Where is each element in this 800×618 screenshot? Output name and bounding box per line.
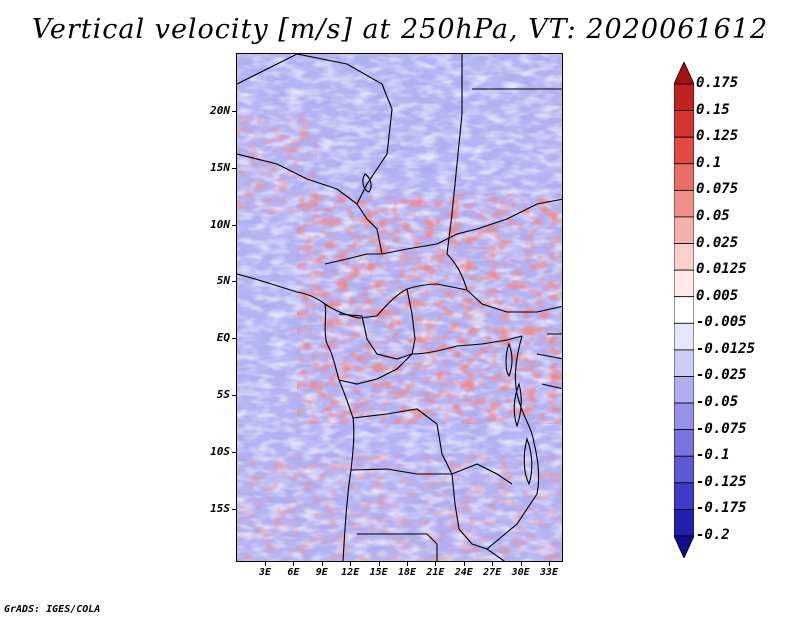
longitude-label: 33E <box>539 567 559 578</box>
colorbar-swatch <box>674 322 694 351</box>
latitude-label: 5S <box>216 388 230 401</box>
longitude-tick <box>407 562 408 566</box>
colorbar-swatch <box>674 376 694 404</box>
longitude-tick <box>378 562 380 566</box>
colorbar-swatch <box>674 402 694 431</box>
longitude-tick <box>435 562 437 566</box>
longitude-tick <box>492 562 494 566</box>
colorbar-swatch <box>674 429 694 457</box>
colorbar-lower-extension <box>674 535 694 558</box>
colorbar-label: 0.175 <box>696 75 739 91</box>
latitude-label: 10S <box>210 444 230 458</box>
latitude-label: 15N <box>210 160 230 174</box>
longitude-label: 15E <box>369 567 388 578</box>
colorbar-swatch <box>674 349 694 377</box>
colorbar-swatch <box>674 509 694 537</box>
longitude-label: 27E <box>483 567 502 578</box>
vertical-velocity-field <box>237 54 562 561</box>
longitude-label: 6E <box>287 567 300 578</box>
colorbar-swatch <box>674 455 694 484</box>
longitude-label: 21E <box>426 567 445 578</box>
longitude-label: 3E <box>258 567 272 578</box>
colorbar-label: -0.125 <box>696 473 747 490</box>
colorbar-upper-extension <box>674 62 694 85</box>
longitude-label: 9E <box>315 567 328 578</box>
colorbar-swatch <box>674 136 694 165</box>
longitude-label: 18E <box>397 567 417 578</box>
grads-credit: GrADS: IGES/COLA <box>4 604 101 615</box>
latitude-tick <box>232 508 236 510</box>
longitude-label: 12E <box>341 567 360 578</box>
colorbar-label: -0.2 <box>696 527 730 543</box>
colorbar-label: -0.025 <box>696 367 747 384</box>
latitude-label: 20N <box>210 104 230 117</box>
colorbar-swatch <box>674 110 694 138</box>
longitude-tick <box>293 562 295 566</box>
colorbar-swatch <box>674 296 694 324</box>
plot-title: Vertical velocity [m/s] at 250hPa, VT: 2… <box>31 14 769 45</box>
latitude-tick <box>232 395 236 396</box>
longitude-tick <box>350 562 352 566</box>
latitude-tick <box>232 224 236 226</box>
longitude-tick <box>265 562 266 566</box>
colorbar-label: 0.125 <box>696 128 739 145</box>
colorbar-label: 0.1 <box>696 154 722 171</box>
latitude-tick <box>232 281 236 283</box>
longitude-tick <box>321 562 323 566</box>
latitude-tick <box>232 451 236 453</box>
colorbar-label: 0.075 <box>696 181 739 198</box>
latitude-label: 5N <box>216 274 230 288</box>
colorbar-label: 0.0125 <box>696 261 747 278</box>
longitude-label: 30E <box>511 567 530 578</box>
colorbar-label: -0.005 <box>696 314 747 331</box>
longitude-tick <box>463 562 465 566</box>
latitude-tick <box>232 111 236 112</box>
colorbar-label: -0.175 <box>696 500 747 517</box>
colorbar-swatch <box>674 83 694 111</box>
colorbar-label: 0.005 <box>696 287 739 304</box>
longitude-label: 24E <box>454 567 473 578</box>
colorbar-swatch <box>674 189 694 218</box>
colorbar-label: -0.0125 <box>696 340 756 357</box>
longitude-tick <box>520 562 522 566</box>
colorbar-label: 0.05 <box>696 207 730 224</box>
country-borders <box>237 54 562 561</box>
longitude-tick <box>549 562 550 566</box>
colorbar-label: 0.025 <box>696 234 739 251</box>
colorbar-swatch <box>674 163 694 191</box>
colorbar <box>674 62 694 558</box>
colorbar-swatch <box>674 243 694 271</box>
colorbar-label: -0.1 <box>696 447 730 464</box>
colorbar-label: 0.15 <box>696 101 730 118</box>
latitude-tick <box>232 167 236 169</box>
map-panel <box>236 53 563 562</box>
colorbar-swatch <box>674 482 694 510</box>
colorbar-label: -0.05 <box>696 394 739 411</box>
colorbar-label: -0.075 <box>696 420 747 437</box>
latitude-label: 15S <box>210 501 230 515</box>
colorbar-swatch <box>674 216 694 244</box>
latitude-label: 10N <box>210 217 230 231</box>
colorbar-swatch <box>674 269 694 298</box>
latitude-label: EQ <box>216 331 230 345</box>
latitude-tick <box>232 338 236 340</box>
